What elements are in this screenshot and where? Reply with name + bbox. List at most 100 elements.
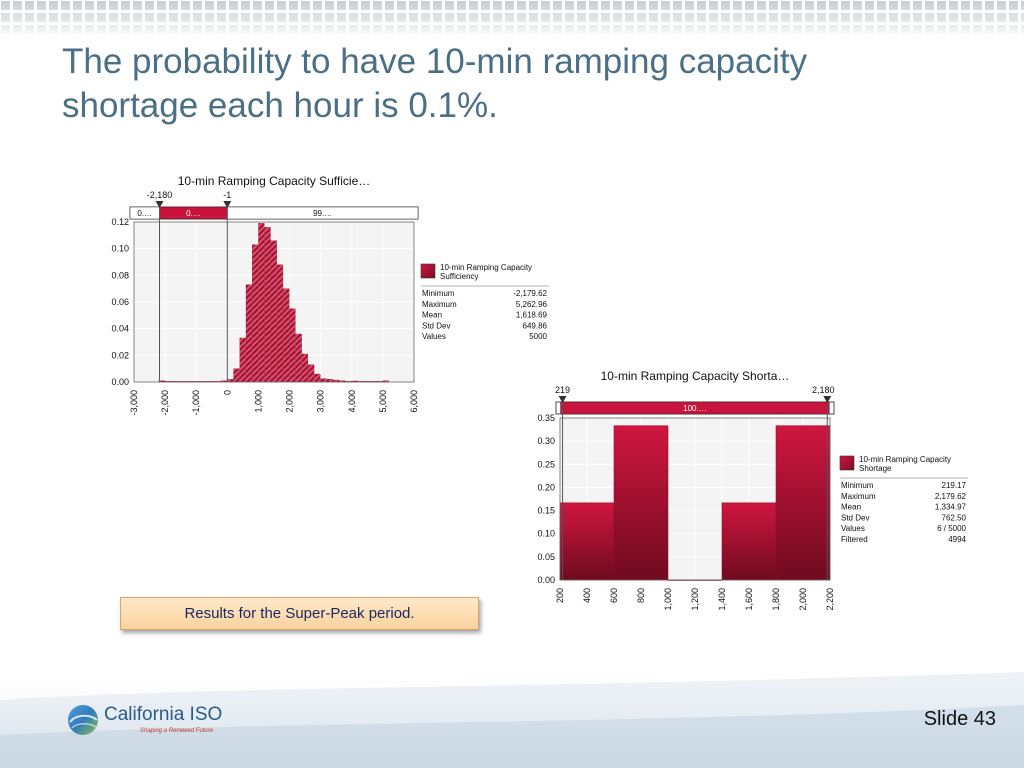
- histogram-bar: [239, 337, 246, 383]
- histogram-bar: [252, 244, 259, 383]
- marker-handle: [823, 396, 832, 403]
- marker-label: -2,180: [147, 190, 173, 200]
- marker-label: 219: [555, 385, 570, 395]
- y-tick-label: 0.15: [537, 506, 555, 516]
- y-tick-label: 0.06: [111, 297, 129, 307]
- range-bar-label: 99.…: [313, 209, 332, 218]
- marker-label: -1: [223, 190, 231, 200]
- y-tick-label: 0.02: [111, 350, 129, 360]
- histogram-bar: [270, 240, 277, 383]
- slide-title: The probability to have 10-min ramping c…: [62, 40, 962, 128]
- y-tick-label: 0.12: [111, 217, 129, 227]
- header-dot-pattern: [0, 0, 1024, 40]
- range-bar-segment: [560, 401, 830, 415]
- marker-handle: [558, 396, 567, 403]
- stats-value: 1,334.97: [935, 503, 967, 512]
- histogram-bar: [613, 425, 669, 581]
- logo-tagline: Shaping a Renewed Future: [140, 728, 214, 734]
- x-tick-label: 1,200: [690, 588, 700, 611]
- stats-label: Minimum: [841, 481, 874, 490]
- y-tick-label: 0.25: [537, 459, 555, 469]
- y-tick-label: 0.04: [111, 324, 129, 334]
- y-tick-label: 0.08: [111, 270, 129, 280]
- x-tick-label: 2,200: [825, 588, 835, 611]
- stats-label: Maximum: [841, 492, 876, 501]
- histogram-bar: [258, 223, 265, 383]
- histogram-bar: [775, 425, 831, 581]
- x-tick-label: 1,000: [253, 390, 263, 413]
- stats-label: Maximum: [422, 300, 457, 309]
- stats-value: 219.17: [942, 481, 967, 490]
- x-tick-label: 1,600: [744, 588, 754, 611]
- y-tick-label: 0.10: [111, 244, 129, 254]
- x-tick-label: 2,000: [285, 390, 295, 413]
- histogram-bar: [308, 364, 315, 383]
- x-tick-label: 1,000: [663, 588, 673, 611]
- legend-swatch: [839, 455, 855, 471]
- x-tick-label: -2,000: [160, 390, 170, 416]
- legend-label-line-2: Shortage: [859, 464, 892, 473]
- stats-label: Filtered: [841, 535, 868, 544]
- y-tick-label: 0.00: [111, 377, 129, 387]
- stats-value: 2,179.62: [935, 492, 967, 501]
- x-tick-label: -3,000: [129, 390, 139, 416]
- histogram-bar: [295, 333, 302, 383]
- stats-label: Minimum: [422, 289, 455, 298]
- legend-swatch: [420, 263, 436, 279]
- x-tick-label: -1,000: [191, 390, 201, 416]
- histogram-bar: [721, 502, 777, 581]
- marker-handle: [223, 201, 232, 208]
- stats-label: Values: [422, 332, 446, 341]
- histogram-bar: [283, 288, 290, 383]
- california-iso-logo: California ISO Shaping a Renewed Future: [66, 700, 236, 744]
- legend-label-line-1: 10-min Ramping Capacity: [859, 455, 951, 464]
- stats-value: 762.50: [942, 513, 967, 522]
- x-tick-label: 0: [222, 390, 232, 395]
- plot-frame: [133, 221, 415, 383]
- logo-name: California ISO: [104, 704, 223, 725]
- x-tick-label: 5,000: [378, 390, 388, 413]
- slide-title-line-1: The probability to have 10-min ramping c…: [62, 42, 808, 81]
- x-tick-label: 800: [636, 588, 646, 603]
- legend-label-line-2: Sufficiency: [440, 272, 479, 281]
- histogram-bar: [276, 264, 284, 383]
- shortage-histogram: 10-min Ramping Capacity Shorta… 0.35 0.30 0…: [537, 369, 968, 611]
- stats-label: Std Dev: [841, 513, 869, 522]
- plot-frame: [559, 417, 831, 581]
- histogram-bar: [289, 308, 296, 383]
- histogram-bar: [314, 373, 321, 383]
- x-tick-label: 1,800: [771, 588, 781, 611]
- x-tick-label: 1,400: [717, 588, 727, 611]
- histogram-bar: [233, 368, 240, 383]
- sufficiency-histogram: 10-min Ramping Capacity Sufficie… 0.12 0.1…: [111, 174, 549, 416]
- y-tick-label: 0.00: [537, 575, 555, 585]
- x-tick-label: 600: [609, 588, 619, 603]
- marker-label: 2,180: [812, 385, 835, 395]
- x-tick-label: 6,000: [409, 390, 419, 413]
- histogram-bar: [264, 227, 271, 383]
- histogram-bar: [245, 284, 252, 383]
- x-tick-label: 4,000: [347, 390, 357, 413]
- stats-value: 5000: [529, 332, 547, 341]
- stats-label: Values: [841, 524, 865, 533]
- caption-text: Results for the Super-Peak period.: [184, 605, 415, 622]
- stats-value: -2,179.62: [513, 289, 547, 298]
- x-tick-label: 3,000: [316, 390, 326, 413]
- chart-title: 10-min Ramping Capacity Shorta…: [601, 369, 790, 383]
- stats-label: Std Dev: [422, 321, 450, 330]
- histogram-bar: [320, 378, 327, 383]
- stats-label: Mean: [841, 503, 861, 512]
- x-tick-label: 2,000: [798, 588, 808, 611]
- chart-title: 10-min Ramping Capacity Sufficie…: [178, 174, 371, 188]
- legend-label-line-1: 10-min Ramping Capacity: [440, 263, 532, 272]
- range-bar-label: 0.…: [186, 209, 201, 218]
- y-tick-label: 0.05: [537, 552, 555, 562]
- y-tick-label: 0.10: [537, 529, 555, 539]
- y-tick-label: 0.35: [537, 413, 555, 423]
- range-bar-label: 100.…: [683, 404, 707, 413]
- y-tick-label: 0.30: [537, 436, 555, 446]
- marker-handle: [155, 201, 164, 208]
- logo-sphere-icon: [68, 705, 98, 735]
- stats-value: 1,618.69: [516, 311, 548, 320]
